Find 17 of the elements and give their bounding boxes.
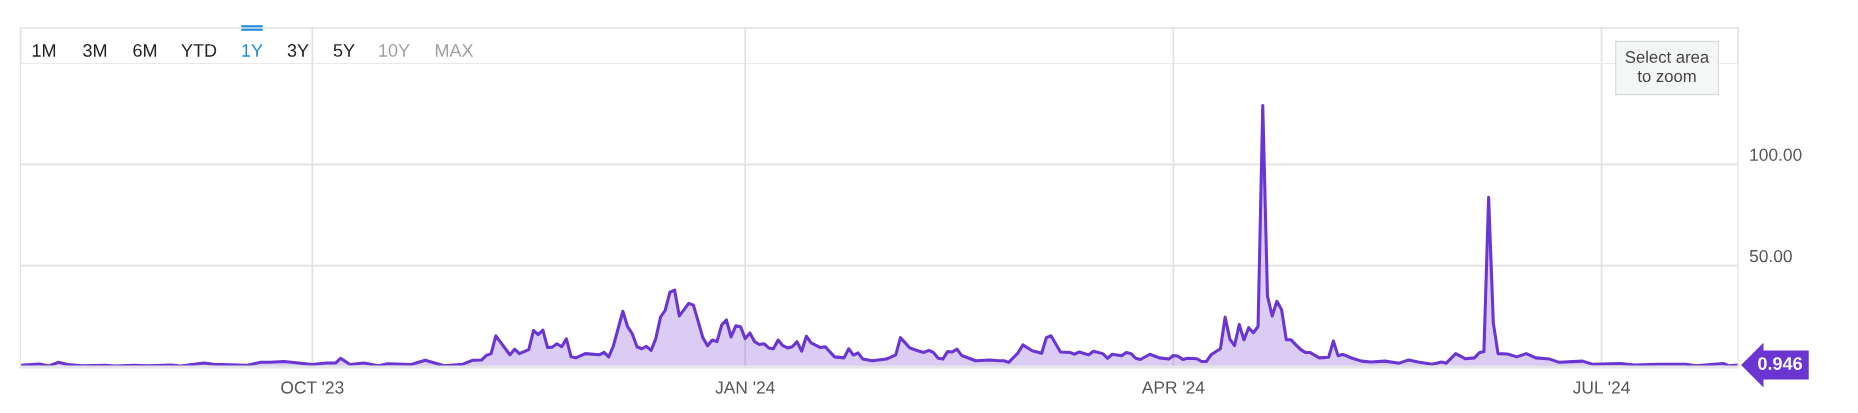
text: 1M (32, 44, 56, 57)
text: 6M (133, 44, 157, 57)
text: 10Y (379, 44, 410, 57)
annotation: Select area to zoom (1625, 50, 1710, 83)
text: 1Y (242, 44, 263, 57)
text: 5Y (333, 44, 355, 57)
text: YTD (181, 44, 217, 57)
text: MAX (435, 44, 474, 57)
annotation: 0.946 (1758, 357, 1802, 370)
y-tick-label: 100.00 (1750, 148, 1802, 161)
y-tick-label: 50.00 (1749, 249, 1792, 263)
text: 3Y (287, 44, 309, 57)
x-tick-label: APR '24 (1141, 381, 1205, 394)
text: 3M (83, 44, 107, 57)
x-tick-label: OCT '23 (281, 381, 344, 394)
x-tick-label: JAN '24 (715, 381, 775, 394)
x-tick-label: JUL '24 (1572, 381, 1630, 394)
